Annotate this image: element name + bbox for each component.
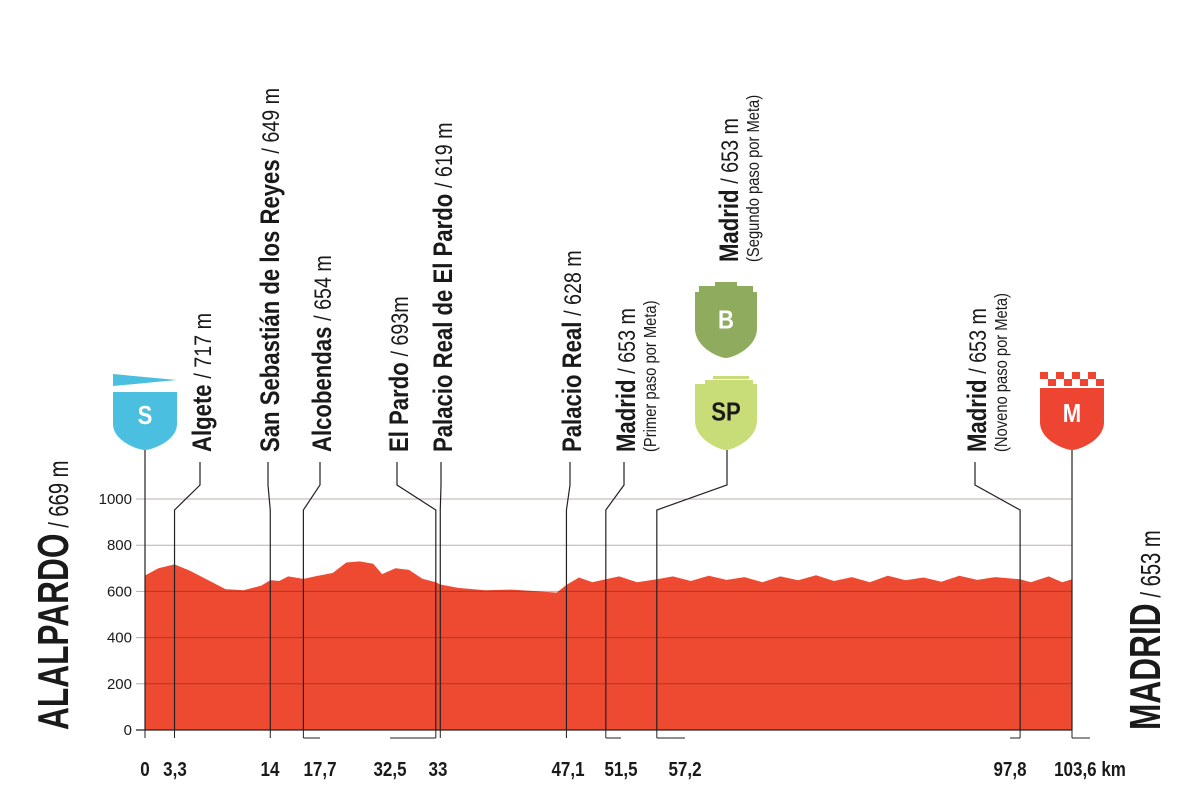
x-tick-label: 103,6 km (1054, 758, 1126, 781)
checker (1048, 379, 1056, 386)
waypoint-text: Palacio Real de El Pardo / 619 m (429, 122, 459, 452)
waypoint-text: Madrid / 653 m (715, 118, 745, 262)
waypoint-name: Madrid (612, 379, 642, 452)
waypoint-note: (Primer paso por Meta) (641, 300, 661, 452)
x-tick-label: 51,5 (604, 758, 637, 781)
waypoint-label: El Pardo / 693m (385, 296, 415, 452)
waypoint-label: Algete / 717 m (188, 313, 218, 452)
checker (1080, 379, 1088, 386)
y-tick-label: 1000 (99, 491, 132, 508)
icon-letter: M (1063, 399, 1081, 428)
waypoint-name: El Pardo (385, 362, 415, 452)
waypoint-text: El Pardo / 693m (385, 296, 415, 452)
y-tick-label: 0 (124, 722, 132, 739)
x-tick-label: 17,7 (303, 758, 336, 781)
start-elevation: / 669 m (44, 461, 75, 528)
finish-label: MADRID / 653 m (1121, 530, 1170, 730)
x-tick-label: 97,8 (993, 758, 1026, 781)
icon-shield (695, 384, 757, 450)
waypoint-name: Palacio Real de El Pardo (429, 194, 459, 452)
waypoint-elevation: / 619 m (430, 122, 457, 188)
waypoint-label: Palacio Real / 628 m (558, 250, 588, 452)
waypoint-note: (Segundo paso por Meta) (744, 95, 764, 262)
leader-line (396, 462, 437, 730)
checker (1072, 372, 1080, 379)
waypoint-elevation: / 717 m (189, 313, 216, 379)
waypoint-name: Algete (188, 384, 218, 452)
waypoint-label: Madrid / 653 m (Noveno paso por Meta) (963, 293, 1011, 452)
icon-stack (705, 376, 753, 384)
checker (1040, 372, 1048, 379)
x-tick-label: 3,3 (163, 758, 187, 781)
waypoint-elevation: / 693m (386, 296, 413, 356)
y-tick-label: 200 (107, 676, 132, 693)
waypoint-name: Madrid (715, 189, 745, 262)
waypoint-elevation: / 653 m (716, 118, 743, 184)
x-tick-label: 57,2 (668, 758, 701, 781)
waypoint-elevation: / 653 m (964, 308, 991, 374)
leader-line (439, 462, 442, 730)
leader-line (974, 462, 1021, 730)
waypoint-text: Madrid / 653 m (612, 308, 642, 452)
icon-shield (113, 392, 177, 450)
x-tick-label: 0 (140, 758, 149, 781)
start-label: ALALPARDO / 669 m (29, 461, 78, 730)
leader-line (173, 462, 201, 730)
waypoint-note: (Noveno paso por Meta) (992, 293, 1012, 452)
waypoint-label: Madrid / 653 m (Primer paso por Meta) (612, 300, 660, 452)
waypoint-elevation: / 653 m (613, 308, 640, 374)
leader-line (302, 462, 321, 730)
leader-line (656, 450, 728, 730)
waypoint-label: San Sebastián de los Reyes / 649 m (256, 88, 286, 452)
y-tick-label: 800 (107, 537, 132, 554)
waypoint-elevation: / 654 m (309, 255, 336, 321)
x-tick-label: 47,1 (551, 758, 584, 781)
icon-crown (699, 282, 753, 292)
waypoint-elevation: / 628 m (559, 250, 586, 316)
waypoint-text: Algete / 717 m (188, 313, 218, 452)
x-tick-label: 33 (429, 758, 448, 781)
checker (1064, 379, 1072, 386)
icon-letter: S (138, 401, 153, 430)
waypoint-text: Alcobendas / 654 m (308, 255, 338, 452)
finish-elevation: / 653 m (1136, 530, 1167, 597)
elevation-area (145, 561, 1072, 730)
start-flag (113, 374, 177, 386)
checker (1056, 372, 1064, 379)
waypoint-label: Palacio Real de El Pardo / 619 m (429, 122, 459, 452)
waypoint-elevation: / 649 m (257, 88, 284, 154)
x-tick-label: 14 (261, 758, 281, 781)
waypoint-text: Madrid / 653 m (963, 308, 993, 452)
waypoint-name: Madrid (963, 379, 993, 452)
waypoint-name: Palacio Real (558, 322, 588, 452)
icon-shield (1040, 388, 1104, 450)
icon-shield (695, 292, 757, 358)
checker (1096, 379, 1104, 386)
waypoint-label: Alcobendas / 654 m (308, 255, 338, 452)
icon-letter: SP (711, 398, 740, 427)
x-tick-label: 32,5 (373, 758, 406, 781)
finish-name: MADRID (1121, 603, 1170, 730)
leader-line (267, 462, 271, 730)
start-name: ALALPARDO (29, 534, 78, 730)
leader-line (565, 462, 571, 730)
waypoint-text: San Sebastián de los Reyes / 649 m (256, 88, 286, 452)
waypoint-text: Palacio Real / 628 m (558, 250, 588, 452)
waypoint-name: Alcobendas (308, 327, 338, 452)
y-tick-label: 600 (107, 583, 132, 600)
leader-line (605, 462, 625, 730)
icon-letter: B (718, 306, 734, 335)
waypoint-name: San Sebastián de los Reyes (256, 159, 286, 452)
waypoint-label: Madrid / 653 m (Segundo paso por Meta) (715, 95, 763, 262)
y-tick-label: 400 (107, 630, 132, 647)
checker (1088, 372, 1096, 379)
